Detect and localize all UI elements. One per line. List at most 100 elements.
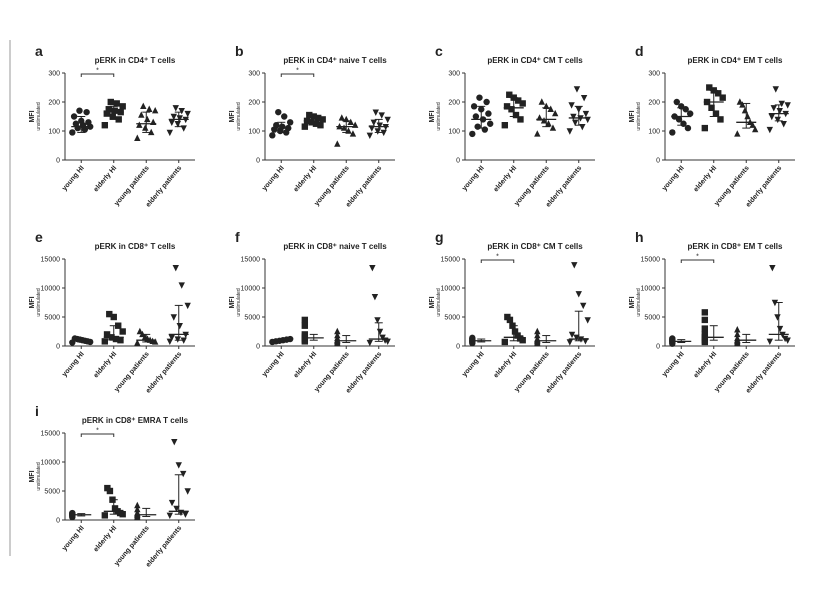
panel-letter: b [235,43,244,59]
data-point [134,501,141,509]
data-point [734,326,741,333]
data-point [549,124,557,131]
data-point [103,110,110,117]
y-tick-label: 10000 [241,286,261,293]
data-point [566,339,574,346]
data-point [140,102,147,110]
y-tick-label: 0 [56,344,60,351]
data-point [119,103,126,110]
data-point [379,334,386,341]
x-tick-label: elderly patients [545,165,583,209]
data-point [540,117,548,124]
y-tick-label: 5000 [44,315,60,322]
data-point [170,113,177,121]
y-axis-sublabel: unstimulated [236,102,242,131]
data-point [476,94,483,101]
x-tick-label: elderly HI [693,351,719,380]
panel-letter: e [35,229,43,245]
data-point [534,327,541,335]
data-point [301,123,309,130]
data-point [575,291,582,298]
data-point [168,499,176,507]
data-point [766,338,774,346]
panel-letter: i [35,403,39,419]
data-point [136,327,144,335]
data-point [519,100,526,107]
y-tick-label: 5000 [644,315,660,322]
y-axis-label: MFI [229,296,236,308]
data-point [142,124,149,131]
data-point [717,116,724,123]
y-tick-label: 0 [56,158,60,165]
y-tick-label: 15000 [641,257,661,264]
data-point [506,91,513,98]
y-axis-sublabel: unstimulated [436,288,442,317]
data-point [172,265,179,272]
data-point [573,86,581,93]
data-point [770,105,777,112]
data-point [545,120,552,127]
data-point [107,98,114,106]
y-axis-label: MFI [429,296,436,308]
significance-label: * [696,254,699,261]
data-point [568,102,575,109]
data-point [538,98,545,105]
chart-title: pERK in CD4⁺ EM T cells [688,56,783,65]
data-point [168,119,175,126]
data-point [176,323,183,330]
data-point [281,113,288,120]
data-point [470,103,478,110]
panel-letter: h [635,229,644,245]
data-point [774,314,781,321]
data-point [504,313,511,321]
data-point [366,132,374,140]
x-tick-label: young HI [61,351,86,378]
chart-title: pERK in CD4⁺ CM T cells [487,56,583,65]
y-tick-label: 5000 [244,315,260,322]
data-point [472,113,480,120]
x-tick-label: young HI [461,165,486,192]
data-point [469,334,476,342]
data-point [673,98,680,106]
data-point [371,294,379,301]
data-point [580,94,588,102]
data-point [684,124,692,132]
data-point [115,116,122,123]
x-tick-label: elderly HI [693,165,719,194]
data-point [69,129,76,136]
significance-label: * [96,68,99,75]
data-point [110,313,117,321]
data-point [83,108,90,116]
x-tick-label: elderly patients [145,165,183,209]
y-tick-label: 15000 [241,257,261,264]
data-point [111,107,118,114]
data-point [319,116,326,123]
panel-letter: g [435,229,444,245]
data-point [570,113,577,121]
data-point [138,111,145,118]
y-tick-label: 0 [456,158,460,165]
data-point [178,108,185,115]
y-tick-label: 15000 [441,257,461,264]
data-point [503,103,511,110]
data-point [315,114,322,122]
data-point [76,107,83,114]
data-point [376,328,384,336]
x-tick-label: young patients [513,351,550,394]
x-tick-label: elderly HI [93,351,119,380]
x-tick-label: young patients [513,165,550,208]
data-point [701,124,709,132]
data-point [111,505,119,512]
x-tick-label: young HI [61,525,86,552]
data-point [580,302,587,310]
chart-title: pERK in CD8⁺ CM T cells [487,242,583,251]
data-point [778,100,785,108]
data-point [349,130,357,137]
data-point [146,105,153,112]
data-point [715,90,722,97]
data-point [334,140,341,147]
chart-title: pERK in CD4⁺ naive T cells [283,56,387,65]
data-point [184,302,191,310]
y-tick-label: 300 [248,71,260,78]
